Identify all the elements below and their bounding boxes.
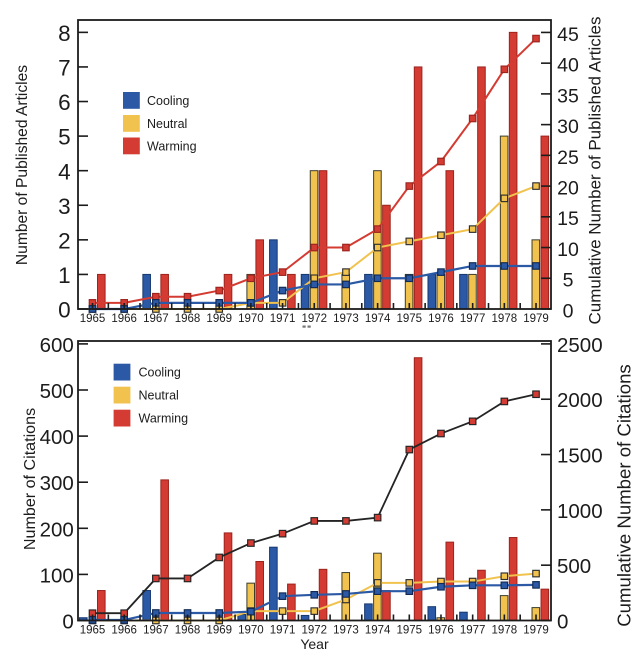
svg-text:4: 4 (58, 159, 71, 184)
svg-text:1968: 1968 (175, 313, 201, 325)
svg-text:1965: 1965 (80, 313, 106, 325)
svg-text:0: 0 (557, 611, 568, 634)
svg-text:1975: 1975 (397, 625, 423, 637)
svg-text:Warming: Warming (139, 412, 189, 426)
svg-text:200: 200 (40, 518, 74, 541)
svg-text:1966: 1966 (111, 625, 137, 637)
svg-text:0: 0 (62, 611, 73, 634)
svg-text:1: 1 (58, 263, 71, 288)
svg-text:8: 8 (58, 21, 71, 46)
svg-text:1972: 1972 (301, 313, 327, 325)
svg-text:Cooling: Cooling (147, 94, 189, 108)
svg-text:1971: 1971 (270, 313, 296, 325)
svg-text:1974: 1974 (365, 625, 391, 637)
svg-text:Year: Year (300, 636, 329, 652)
svg-text:Cumulative Number of Citations: Cumulative Number of Citations (614, 364, 635, 626)
svg-text:1974: 1974 (365, 313, 391, 325)
svg-text:Number of Citations: Number of Citations (21, 408, 39, 550)
svg-text:Neutral: Neutral (147, 117, 187, 131)
svg-text:300: 300 (40, 472, 74, 495)
svg-text:1500: 1500 (557, 445, 603, 468)
svg-text:1969: 1969 (206, 313, 232, 325)
svg-text:7: 7 (58, 56, 71, 81)
svg-text:100: 100 (40, 564, 74, 587)
svg-text:0: 0 (58, 298, 71, 323)
svg-text:40: 40 (557, 55, 579, 77)
svg-text:20: 20 (557, 177, 579, 199)
svg-text:1967: 1967 (143, 313, 169, 325)
svg-text:30: 30 (557, 116, 579, 138)
svg-text:Cooling: Cooling (139, 366, 181, 380)
svg-text:Warming: Warming (147, 139, 197, 153)
svg-text:1979: 1979 (523, 313, 549, 325)
svg-text:1971: 1971 (270, 625, 296, 637)
svg-text:Number of Published Articles: Number of Published Articles (14, 65, 31, 265)
svg-text:500: 500 (557, 555, 591, 578)
svg-text:1965: 1965 (80, 625, 106, 637)
svg-text:600: 600 (40, 334, 74, 357)
svg-text:1970: 1970 (238, 313, 264, 325)
svg-text:0: 0 (563, 300, 574, 322)
svg-text:25: 25 (557, 147, 579, 169)
svg-text:5: 5 (563, 270, 574, 292)
svg-text:1977: 1977 (460, 313, 486, 325)
svg-text:500: 500 (40, 380, 74, 403)
svg-text:15: 15 (557, 208, 579, 230)
svg-text:1966: 1966 (111, 313, 137, 325)
svg-text:1969: 1969 (206, 625, 232, 637)
svg-text:2500: 2500 (557, 334, 603, 357)
svg-text:1973: 1973 (333, 313, 359, 325)
svg-text:3: 3 (58, 194, 71, 219)
svg-text:2000: 2000 (557, 389, 603, 412)
svg-text:1975: 1975 (397, 313, 423, 325)
svg-text:45: 45 (557, 24, 579, 46)
svg-text:1000: 1000 (557, 500, 603, 523)
svg-text:1978: 1978 (492, 625, 518, 637)
svg-text:1968: 1968 (175, 625, 201, 637)
svg-text:1972: 1972 (301, 625, 327, 637)
svg-text:35: 35 (557, 85, 579, 107)
svg-text:1973: 1973 (333, 625, 359, 637)
svg-text:1978: 1978 (492, 313, 518, 325)
svg-text:1979: 1979 (523, 625, 549, 637)
svg-text:10: 10 (557, 239, 579, 261)
svg-text:Cumulative Number of Published: Cumulative Number of Published Articles (586, 16, 605, 324)
svg-text:400: 400 (40, 426, 74, 449)
svg-text:Neutral: Neutral (139, 389, 179, 403)
svg-text:2: 2 (58, 228, 71, 253)
svg-text:6: 6 (58, 90, 71, 115)
svg-text:1976: 1976 (428, 625, 454, 637)
svg-text:1970: 1970 (238, 625, 264, 637)
svg-text:1977: 1977 (460, 625, 486, 637)
svg-text:1967: 1967 (143, 625, 169, 637)
svg-text:5: 5 (58, 125, 71, 150)
svg-text:1976: 1976 (428, 313, 454, 325)
